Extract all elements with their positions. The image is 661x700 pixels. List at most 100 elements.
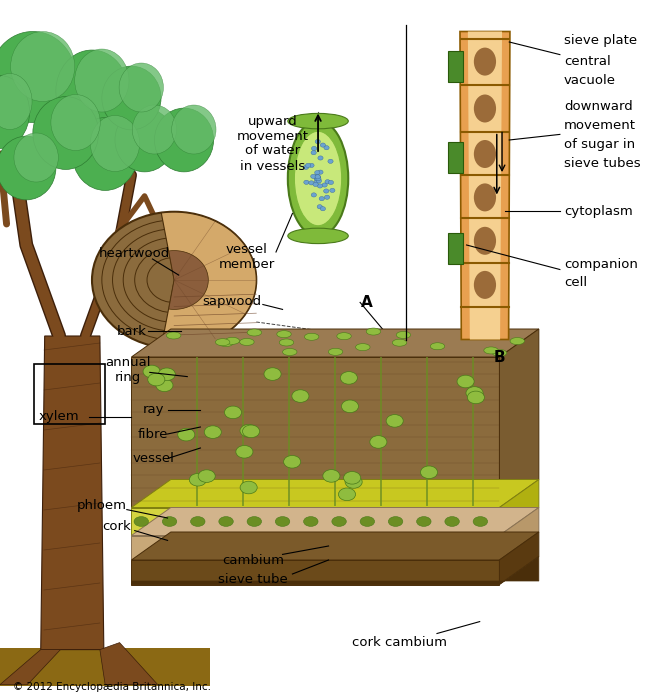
- Ellipse shape: [215, 339, 230, 346]
- Ellipse shape: [430, 343, 445, 350]
- Ellipse shape: [314, 174, 319, 179]
- Ellipse shape: [484, 347, 498, 354]
- Ellipse shape: [172, 105, 216, 154]
- Ellipse shape: [474, 140, 496, 168]
- Polygon shape: [132, 508, 539, 536]
- Ellipse shape: [167, 332, 181, 339]
- Ellipse shape: [329, 349, 343, 356]
- Ellipse shape: [315, 176, 321, 181]
- Ellipse shape: [492, 349, 507, 356]
- Ellipse shape: [317, 204, 323, 209]
- Ellipse shape: [72, 118, 138, 190]
- Ellipse shape: [325, 195, 330, 199]
- Ellipse shape: [366, 328, 381, 335]
- Ellipse shape: [445, 517, 459, 526]
- Ellipse shape: [304, 180, 309, 184]
- Ellipse shape: [294, 132, 342, 225]
- Polygon shape: [132, 532, 539, 560]
- Text: annual
ring: annual ring: [105, 356, 151, 384]
- Polygon shape: [132, 508, 500, 536]
- Ellipse shape: [324, 189, 329, 193]
- Text: movement: movement: [564, 119, 636, 132]
- Ellipse shape: [189, 473, 206, 486]
- Ellipse shape: [369, 435, 387, 448]
- Text: cytoplasm: cytoplasm: [564, 205, 633, 218]
- Ellipse shape: [158, 368, 175, 381]
- Ellipse shape: [33, 97, 98, 169]
- Ellipse shape: [332, 517, 346, 526]
- Polygon shape: [500, 532, 539, 584]
- Ellipse shape: [318, 170, 323, 174]
- Text: central: central: [564, 55, 611, 68]
- Text: cork: cork: [102, 520, 132, 533]
- Ellipse shape: [155, 108, 214, 172]
- Polygon shape: [132, 536, 500, 560]
- Text: A: A: [361, 295, 373, 310]
- Text: sieve tube: sieve tube: [218, 573, 288, 586]
- Ellipse shape: [279, 339, 293, 346]
- Ellipse shape: [325, 180, 330, 184]
- Ellipse shape: [11, 32, 75, 102]
- Ellipse shape: [264, 368, 281, 380]
- Ellipse shape: [474, 227, 496, 255]
- Ellipse shape: [0, 76, 30, 148]
- Ellipse shape: [320, 143, 325, 147]
- Ellipse shape: [466, 386, 483, 399]
- Ellipse shape: [330, 188, 335, 193]
- Ellipse shape: [92, 211, 256, 349]
- Ellipse shape: [276, 517, 290, 526]
- Polygon shape: [100, 643, 158, 685]
- Text: heartwood: heartwood: [99, 247, 171, 260]
- Polygon shape: [169, 251, 208, 309]
- Ellipse shape: [277, 330, 292, 337]
- Ellipse shape: [236, 445, 253, 458]
- Ellipse shape: [316, 178, 321, 182]
- Ellipse shape: [219, 340, 233, 346]
- Text: cambium: cambium: [222, 554, 284, 566]
- Ellipse shape: [305, 333, 319, 340]
- Ellipse shape: [315, 179, 320, 183]
- Ellipse shape: [420, 466, 438, 479]
- Ellipse shape: [156, 379, 173, 391]
- Polygon shape: [132, 480, 539, 508]
- Ellipse shape: [119, 63, 163, 112]
- FancyBboxPatch shape: [448, 142, 463, 173]
- Ellipse shape: [51, 94, 100, 150]
- Text: sapwood: sapwood: [202, 295, 262, 307]
- Ellipse shape: [316, 176, 321, 181]
- Ellipse shape: [510, 337, 525, 344]
- Ellipse shape: [247, 329, 262, 336]
- Polygon shape: [500, 480, 539, 536]
- Ellipse shape: [474, 183, 496, 211]
- Polygon shape: [500, 508, 539, 560]
- Ellipse shape: [338, 488, 356, 500]
- Ellipse shape: [474, 271, 496, 299]
- Text: cork cambium: cork cambium: [352, 636, 447, 649]
- Text: upward
movement
of water
in vessels: upward movement of water in vessels: [237, 115, 309, 172]
- Ellipse shape: [389, 517, 403, 526]
- Text: © 2012 Encyclopædia Britannica, Inc.: © 2012 Encyclopædia Britannica, Inc.: [13, 682, 211, 692]
- Ellipse shape: [288, 113, 348, 129]
- Ellipse shape: [315, 175, 321, 179]
- Ellipse shape: [288, 120, 348, 237]
- Text: cell: cell: [564, 276, 587, 289]
- Polygon shape: [132, 556, 539, 584]
- Ellipse shape: [316, 178, 321, 183]
- Ellipse shape: [102, 66, 161, 130]
- Ellipse shape: [317, 184, 323, 188]
- Text: companion: companion: [564, 258, 638, 271]
- Polygon shape: [161, 212, 256, 348]
- Ellipse shape: [311, 174, 316, 179]
- Text: ray: ray: [142, 403, 164, 416]
- Polygon shape: [460, 32, 510, 340]
- Ellipse shape: [396, 331, 410, 338]
- Ellipse shape: [303, 517, 318, 526]
- Ellipse shape: [0, 32, 75, 122]
- Text: fibre: fibre: [138, 428, 169, 440]
- Polygon shape: [132, 329, 539, 357]
- Ellipse shape: [345, 475, 362, 488]
- Ellipse shape: [190, 517, 205, 526]
- Ellipse shape: [0, 136, 56, 200]
- Ellipse shape: [163, 517, 176, 526]
- Ellipse shape: [204, 426, 221, 438]
